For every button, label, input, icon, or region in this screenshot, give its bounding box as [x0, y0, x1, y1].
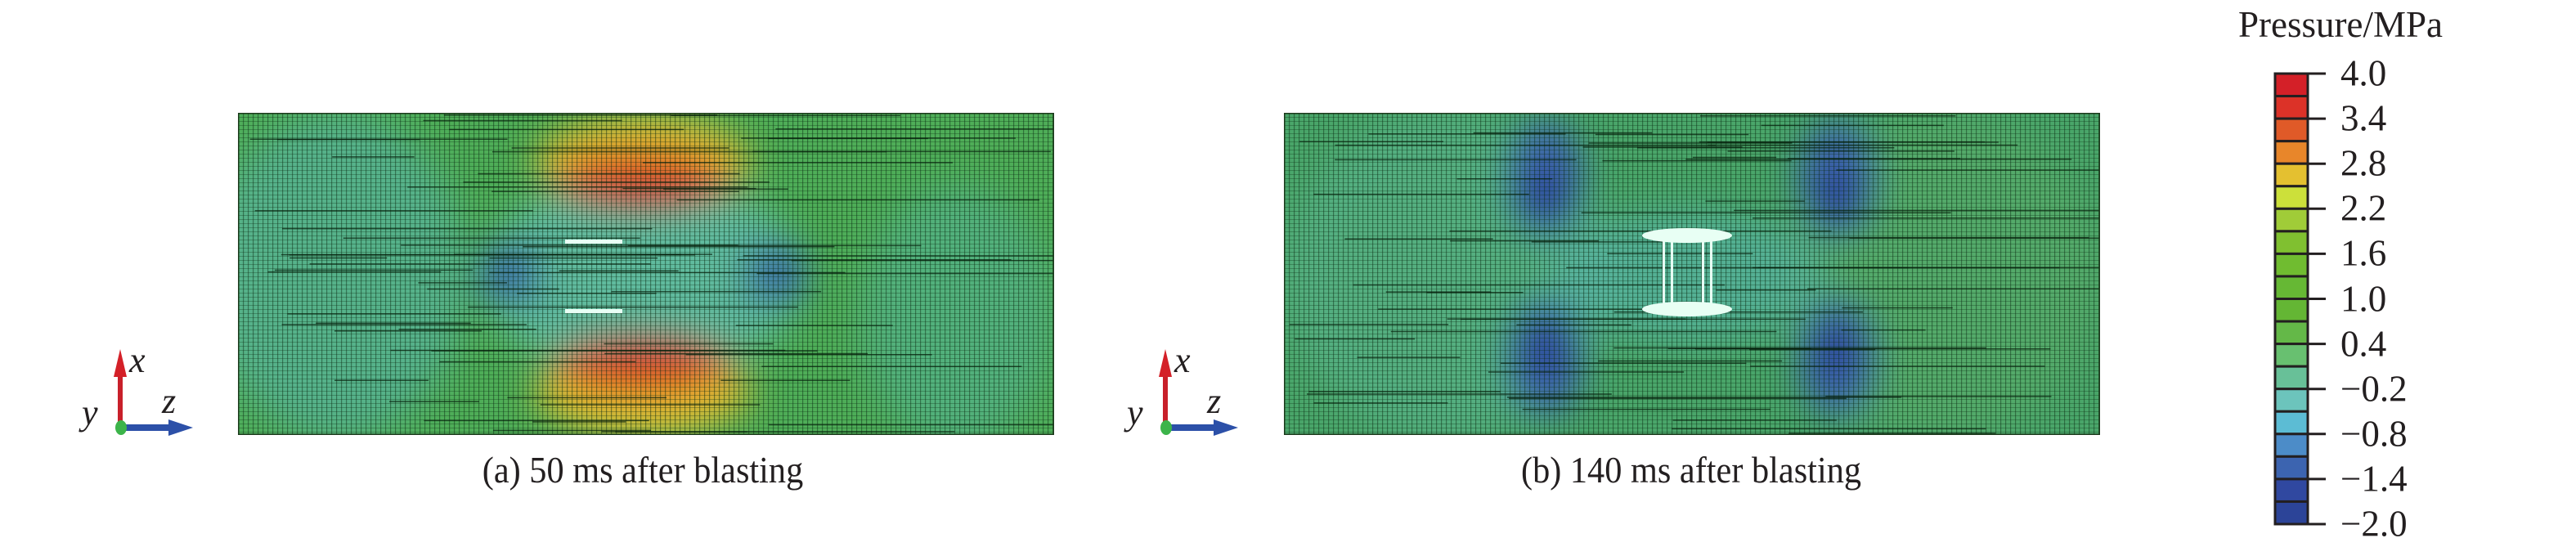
axes-arrows-icon: [1159, 349, 1238, 436]
colorbar-segment: [2273, 478, 2309, 503]
colorbar-tick-label: −0.2: [2340, 368, 2408, 410]
colorbar-segment: [2273, 72, 2309, 98]
axes-triad-b: x y z: [1127, 343, 1241, 437]
colorbar-tick-label: −2.0: [2340, 503, 2408, 545]
colorbar-segment: [2273, 455, 2309, 481]
x-axis-label: x: [129, 340, 146, 380]
colorbar-segment: [2273, 298, 2309, 323]
colorbar-segment: [2273, 343, 2309, 368]
colorbar-segment: [2273, 162, 2309, 188]
colorbar-segment: [2273, 500, 2309, 526]
blast-hole: [565, 309, 622, 313]
colorbar-tick-label: 3.4: [2340, 97, 2387, 139]
colorbar-segment: [2273, 320, 2309, 346]
model-boundary: [1284, 113, 2100, 435]
axes-arrows-icon: [114, 349, 193, 436]
colorbar-segment: [2273, 117, 2309, 143]
colorbar-segment: [2273, 275, 2309, 301]
y-axis-label: y: [1127, 392, 1143, 433]
colorbar-segment: [2273, 252, 2309, 278]
caption-a: (a) 50 ms after blasting: [482, 449, 804, 491]
pressure-contour-panel-b: [1284, 113, 2100, 435]
colorbar-title: Pressure/MPa: [2238, 4, 2443, 45]
blast-hole-structure: [1642, 228, 1732, 316]
colorbar-tick-label: −0.8: [2340, 413, 2408, 455]
colorbar-tick-label: 2.8: [2340, 142, 2387, 184]
colorbar: [2273, 72, 2326, 526]
colorbar-segment: [2273, 388, 2309, 413]
colorbar-segment: [2273, 410, 2309, 436]
pressure-contour-panel-a: [238, 113, 1054, 435]
colorbar-tick-label: 1.0: [2340, 278, 2387, 319]
x-axis-label: x: [1174, 340, 1191, 380]
colorbar-tick-label: −1.4: [2340, 458, 2408, 500]
colorbar-segment: [2273, 140, 2309, 165]
colorbar-segment: [2273, 365, 2309, 391]
colorbar-segment: [2273, 230, 2309, 255]
colorbar-segment: [2273, 95, 2309, 120]
axes-triad-a: x y z: [82, 343, 196, 437]
y-axis-label: y: [82, 392, 98, 433]
colorbar-segment: [2273, 207, 2309, 233]
z-axis-label: z: [162, 381, 177, 421]
colorbar-segment: [2273, 185, 2309, 210]
colorbar-tick-label: 1.6: [2340, 232, 2387, 274]
colorbar-tick-label: 0.4: [2340, 323, 2387, 365]
colorbar-tick-label: 4.0: [2340, 52, 2387, 94]
blast-hole: [565, 240, 622, 244]
z-axis-label: z: [1207, 381, 1222, 421]
colorbar-tick-label: 2.2: [2340, 187, 2387, 229]
colorbar-segment: [2273, 433, 2309, 458]
model-boundary: [238, 113, 1054, 435]
caption-b: (b) 140 ms after blasting: [1520, 449, 1862, 491]
